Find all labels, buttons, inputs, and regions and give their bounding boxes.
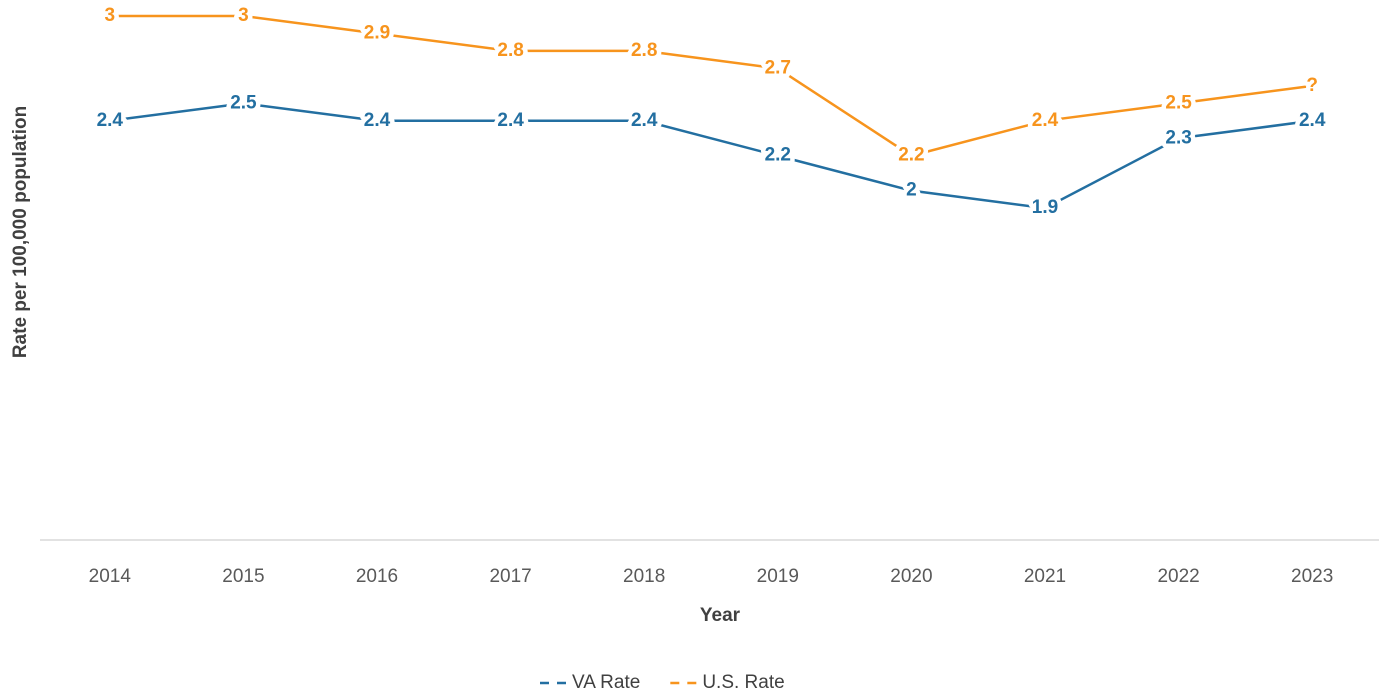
x-axis-title: Year [700, 605, 741, 626]
y-axis-title: Rate per 100,000 population [10, 106, 31, 358]
series-line [109, 14, 1313, 158]
data-label: 2.4 [1032, 110, 1059, 131]
data-label: 2.4 [97, 110, 124, 131]
x-tick-label: 2016 [356, 566, 398, 587]
x-tick-label: 2023 [1291, 566, 1333, 587]
data-label: 2.4 [1299, 110, 1326, 131]
data-label: 2 [906, 180, 917, 201]
data-label: 3 [238, 5, 249, 26]
data-label: 2.5 [1165, 92, 1192, 113]
legend-label: VA Rate [572, 672, 640, 693]
data-label: 2.8 [631, 40, 657, 61]
x-tick-label: 2017 [489, 566, 531, 587]
data-label: 2.4 [364, 110, 391, 131]
data-label: 2.8 [497, 40, 523, 61]
data-label: 3 [105, 5, 116, 26]
x-tick-label: 2014 [89, 566, 132, 587]
data-label: 2.2 [765, 145, 791, 166]
x-tick-label: 2020 [890, 566, 932, 587]
x-tick-label: 2022 [1157, 566, 1199, 587]
data-label: 2.7 [765, 57, 791, 78]
data-label: 2.2 [898, 145, 924, 166]
data-label: 2.9 [364, 22, 390, 43]
x-tick-label: 2015 [222, 566, 264, 587]
data-label: 2.4 [497, 110, 524, 131]
x-tick-label: 2021 [1024, 566, 1066, 587]
data-label: 2.3 [1165, 127, 1191, 148]
data-label: ? [1306, 75, 1318, 96]
x-tick-label: 2019 [757, 566, 799, 587]
legend-label: U.S. Rate [702, 672, 784, 693]
data-label: 2.5 [230, 92, 257, 113]
data-label: 1.9 [1032, 197, 1058, 218]
series-line [109, 102, 1313, 210]
x-tick-label: 2018 [623, 566, 665, 587]
data-label: 2.4 [631, 110, 658, 131]
